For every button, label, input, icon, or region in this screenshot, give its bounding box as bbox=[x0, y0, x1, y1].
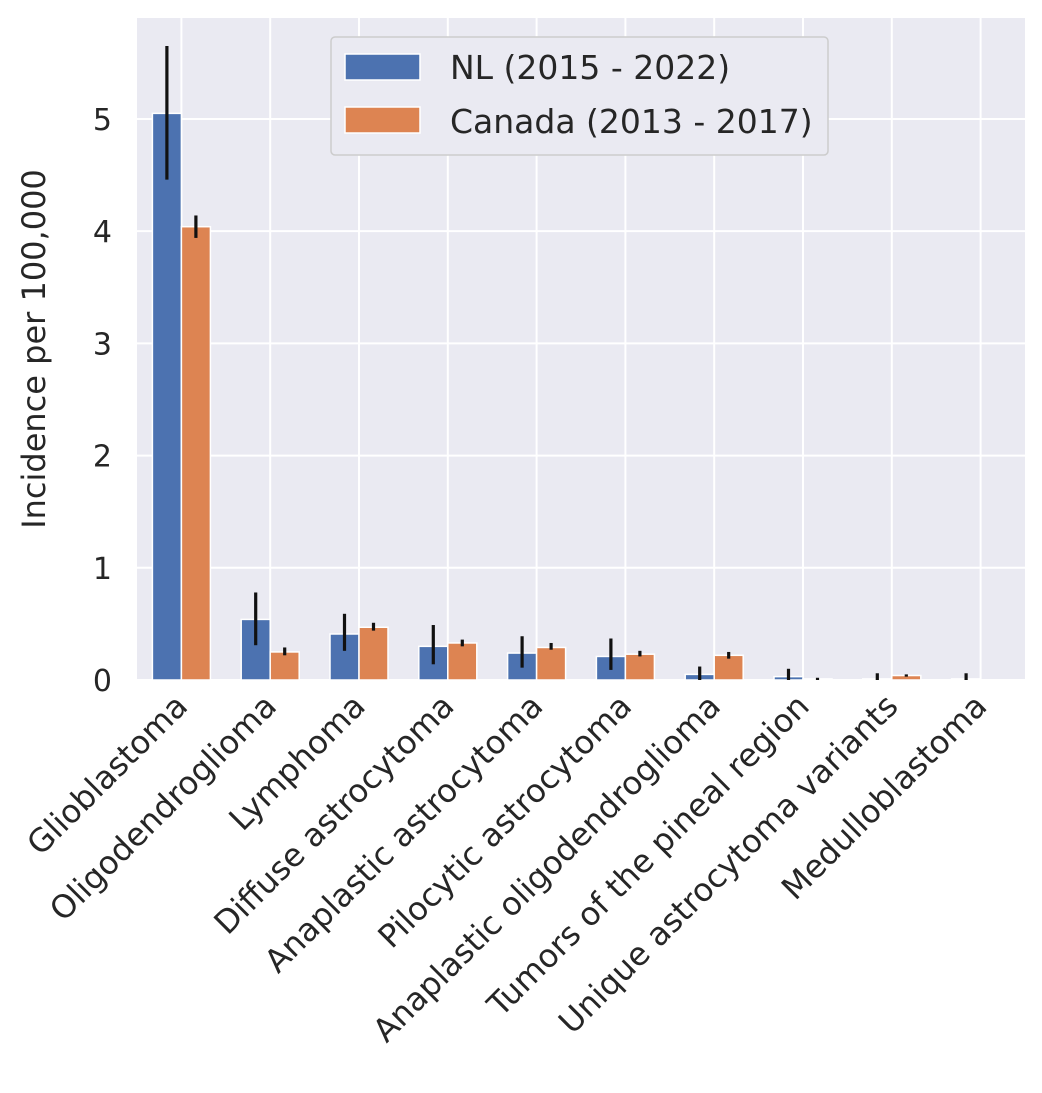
bar-canada bbox=[447, 642, 478, 681]
legend-label-canada: Canada (2013 - 2017) bbox=[450, 102, 813, 141]
y-tick-label: 5 bbox=[93, 103, 112, 138]
bar-canada bbox=[358, 626, 389, 681]
bar-canada bbox=[624, 653, 656, 681]
bar-canada bbox=[713, 654, 744, 681]
x-axis-ticks: GlioblastomaOligodendrogliomaLymphomaDif… bbox=[19, 687, 994, 1050]
legend-label-nl: NL (2015 - 2022) bbox=[450, 48, 730, 87]
legend-swatch-nl bbox=[344, 53, 421, 81]
legend-box bbox=[330, 36, 829, 156]
bar-canada bbox=[180, 225, 212, 681]
x-tick-label: Tumors of the pineal region bbox=[479, 687, 817, 1025]
y-tick-label: 0 bbox=[93, 664, 112, 699]
bar-canada bbox=[269, 651, 300, 681]
legend-swatch-canada bbox=[344, 106, 421, 134]
y-tick-label: 2 bbox=[93, 440, 112, 475]
y-axis-ticks: 0 1 2 3 4 5 bbox=[93, 103, 112, 699]
y-tick-label: 1 bbox=[93, 552, 112, 587]
y-tick-label: 4 bbox=[93, 215, 112, 250]
bar-nl bbox=[151, 112, 183, 681]
y-axis-label: Incidence per 100,000 bbox=[15, 169, 53, 529]
y-tick-label: 3 bbox=[93, 327, 112, 362]
bar-canada bbox=[535, 646, 567, 681]
error-bars bbox=[165, 46, 968, 680]
legend: NL (2015 - 2022) Canada (2013 - 2017) bbox=[330, 36, 829, 156]
